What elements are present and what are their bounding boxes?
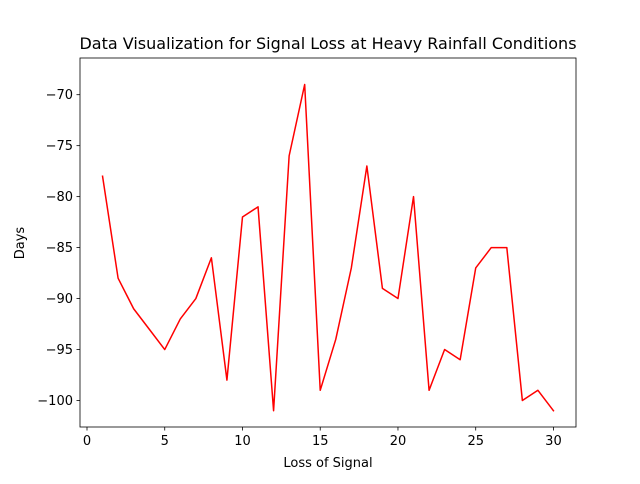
x-tick-label: 25 xyxy=(467,434,484,449)
chart-title: Data Visualization for Signal Loss at He… xyxy=(79,34,576,53)
y-tick-label: −90 xyxy=(46,292,73,307)
x-tick-label: 30 xyxy=(545,434,562,449)
x-tick-label: 20 xyxy=(390,434,407,449)
y-tick-label: −75 xyxy=(46,139,73,154)
y-axis-label: Days xyxy=(13,227,28,260)
x-tick-label: 5 xyxy=(161,434,169,449)
x-tick-label: 15 xyxy=(312,434,329,449)
y-tick-label: −85 xyxy=(46,241,73,256)
y-tick-label: −80 xyxy=(46,190,73,205)
x-tick-label: 0 xyxy=(83,434,91,449)
y-tick-label: −95 xyxy=(46,343,73,358)
x-axis-label: Loss of Signal xyxy=(283,456,372,471)
y-tick-label: −100 xyxy=(37,394,73,409)
y-tick-label: −70 xyxy=(46,88,73,103)
x-tick-label: 10 xyxy=(234,434,251,449)
